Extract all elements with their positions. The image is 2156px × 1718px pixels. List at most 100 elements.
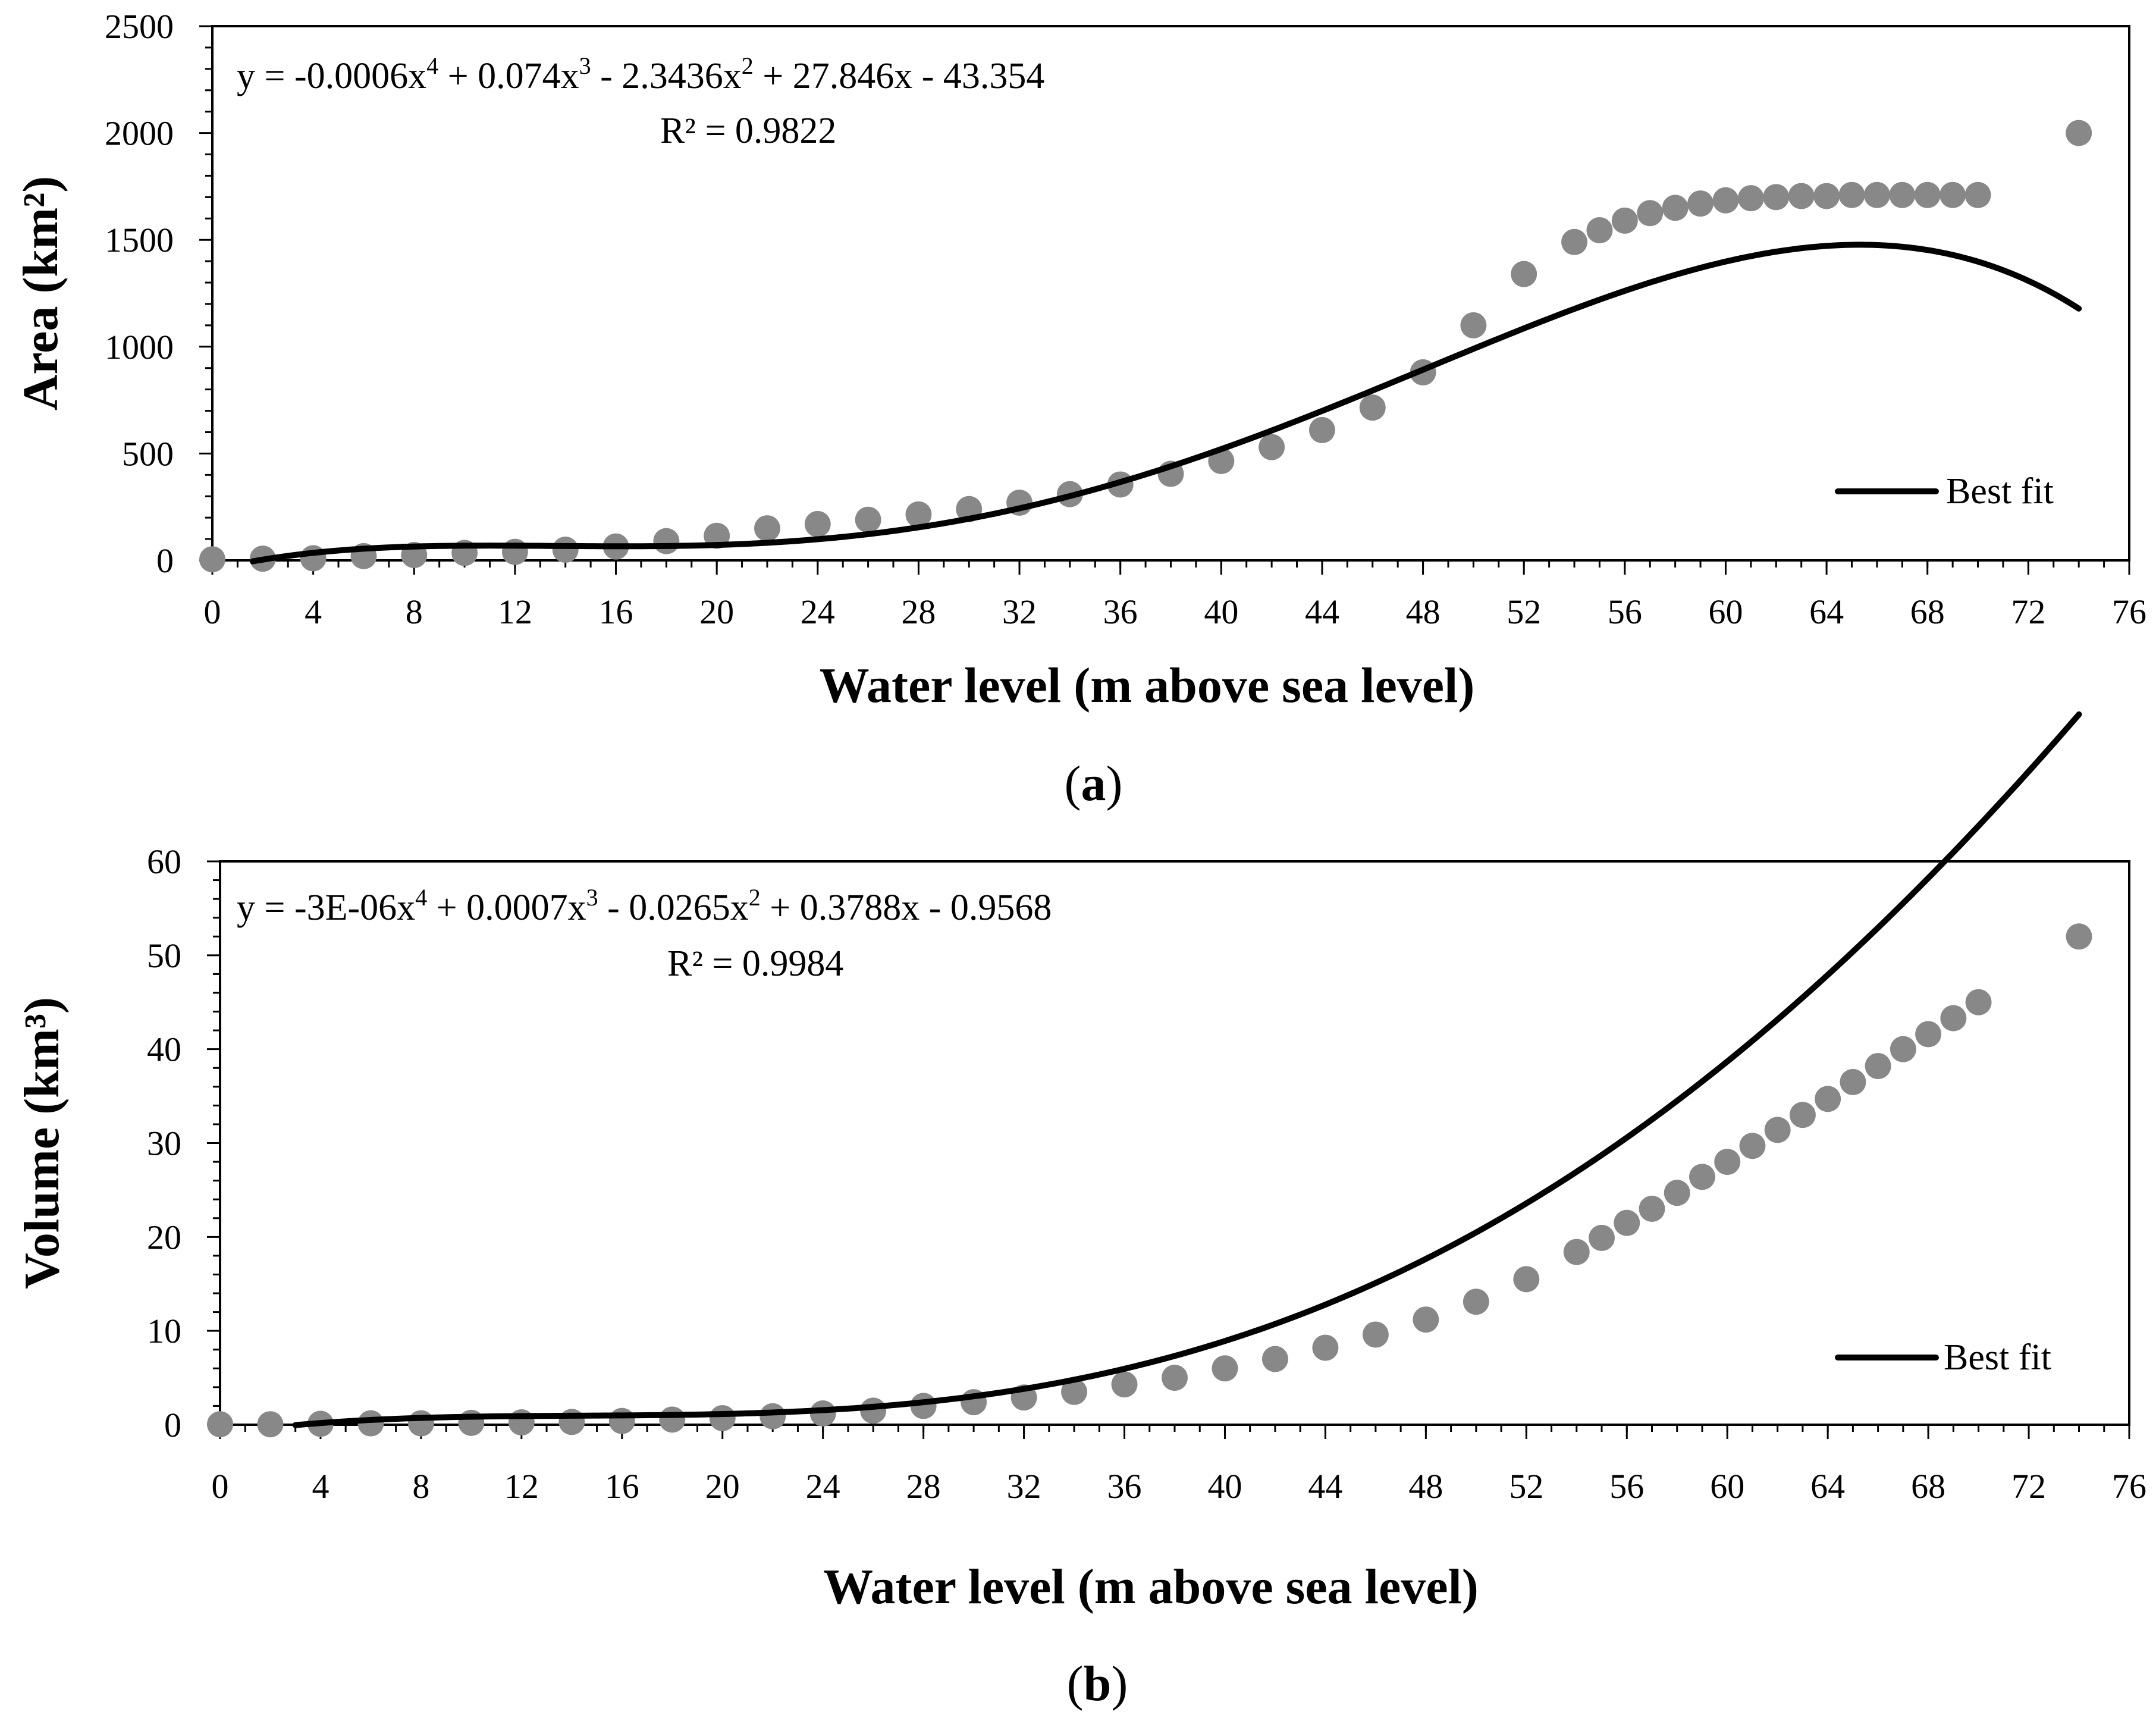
x-tick-label: 52 xyxy=(1509,1467,1543,1506)
equation-exponent: 3 xyxy=(586,884,598,911)
x-tick-label: 44 xyxy=(1305,592,1339,631)
x-tick-label: 32 xyxy=(1007,1467,1041,1506)
data-point xyxy=(1865,1053,1891,1080)
data-point xyxy=(754,515,780,542)
data-point xyxy=(1111,1371,1138,1398)
x-tick-label: 40 xyxy=(1204,592,1238,631)
x-tick-label: 40 xyxy=(1207,1467,1242,1506)
data-point xyxy=(1964,181,1991,208)
data-point xyxy=(1863,181,1890,208)
x-tick-label: 72 xyxy=(2011,592,2045,631)
data-point xyxy=(608,1407,635,1434)
data-point xyxy=(1840,1068,1866,1095)
data-point xyxy=(1662,195,1689,221)
x-tick-label: 32 xyxy=(1002,592,1037,631)
x-tick-label: 24 xyxy=(806,1467,840,1506)
panel-label-close: ) xyxy=(1106,756,1123,811)
data-point xyxy=(1813,183,1840,209)
x-tick-label: 20 xyxy=(705,1467,740,1506)
y-tick-label: 1000 xyxy=(105,328,174,366)
data-point xyxy=(2066,120,2092,146)
data-point xyxy=(199,546,225,573)
x-tick-label: 8 xyxy=(412,1467,429,1506)
x-tick-label: 56 xyxy=(1608,592,1642,631)
data-point xyxy=(905,501,932,528)
data-point xyxy=(1788,183,1815,209)
plot-frame xyxy=(219,860,2130,1426)
data-point xyxy=(1061,1378,1088,1405)
data-point xyxy=(1687,190,1714,217)
y-tick-label: 30 xyxy=(147,1124,181,1163)
equation-exponent: 3 xyxy=(579,52,591,79)
trendline-equation: y = -0.0006x4 + 0.074x3 - 2.3436x2 + 27.… xyxy=(237,52,1044,96)
x-tick-label: 8 xyxy=(406,592,423,631)
data-point xyxy=(1889,181,1916,208)
panel-label: (a) xyxy=(1065,756,1123,811)
data-point xyxy=(1940,1005,1967,1032)
data-point xyxy=(1586,217,1613,244)
data-point xyxy=(1639,1195,1665,1222)
equation-term: - 0.0265x xyxy=(598,888,749,928)
data-point xyxy=(1915,1021,1942,1048)
data-point xyxy=(1714,1149,1741,1175)
x-tick-label: 28 xyxy=(901,592,936,631)
panel-label-letter: a xyxy=(1081,756,1106,811)
best-fit-line xyxy=(292,711,2082,1428)
x-tick-label: 36 xyxy=(1103,592,1138,631)
equation-term: + 0.0007x xyxy=(427,888,586,928)
x-tick-label: 48 xyxy=(1406,592,1441,631)
data-point xyxy=(1614,1209,1640,1236)
equation-term: + 0.074x xyxy=(438,56,579,96)
legend-label: Best fit xyxy=(1944,1337,2051,1378)
data-point xyxy=(1737,185,1764,212)
trendline-equation: y = -3E-06x4 + 0.0007x3 - 0.0265x2 + 0.3… xyxy=(237,884,1052,928)
y-tick-label: 20 xyxy=(147,1218,181,1256)
data-point xyxy=(257,1411,284,1438)
x-tick-label: 56 xyxy=(1609,1467,1644,1506)
y-tick-label: 2000 xyxy=(105,114,174,153)
data-point xyxy=(1359,394,1386,421)
data-point xyxy=(1460,312,1487,338)
x-tick-label: 76 xyxy=(2112,592,2146,631)
equation-term: y = -0.0006x xyxy=(237,56,426,96)
x-tick-label: 0 xyxy=(212,1467,229,1506)
data-point xyxy=(1261,1346,1288,1372)
x-tick-label: 12 xyxy=(504,1467,539,1506)
data-point xyxy=(1308,416,1335,443)
x-tick-label: 68 xyxy=(1911,1467,1945,1506)
data-point xyxy=(1712,187,1739,214)
data-point xyxy=(1162,1365,1188,1391)
data-point xyxy=(1914,181,1941,208)
data-point xyxy=(1815,1086,1841,1112)
x-axis-title: Water level (m above sea level) xyxy=(823,1559,1479,1614)
x-tick-label: 64 xyxy=(1810,1467,1845,1506)
data-point xyxy=(1463,1288,1489,1315)
data-point xyxy=(855,506,881,533)
y-tick-label: 50 xyxy=(147,936,181,975)
data-point xyxy=(1637,200,1664,227)
x-tick-label: 44 xyxy=(1308,1467,1342,1506)
data-point xyxy=(407,1410,434,1437)
data-point xyxy=(2066,923,2092,950)
data-point xyxy=(552,537,579,563)
x-tick-label: 28 xyxy=(906,1467,941,1506)
r-squared: R² = 0.9822 xyxy=(660,111,836,151)
data-point xyxy=(1764,1117,1791,1143)
equation-term: - 2.3436x xyxy=(591,56,742,96)
data-point xyxy=(1312,1334,1339,1361)
equation-term: + 27.846x - 43.354 xyxy=(754,56,1045,96)
panel-label-letter: b xyxy=(1084,1656,1112,1711)
x-tick-label: 20 xyxy=(699,592,734,631)
data-point xyxy=(860,1397,887,1424)
data-point xyxy=(1739,1133,1766,1159)
y-axis-title: Area (km²) xyxy=(13,176,68,411)
x-tick-label: 52 xyxy=(1507,592,1541,631)
equation-term: y = -3E-06x xyxy=(237,888,415,928)
y-tick-label: 1500 xyxy=(105,221,174,259)
equation-exponent: 4 xyxy=(426,52,438,79)
legend-label: Best fit xyxy=(1946,471,2054,512)
data-point xyxy=(1413,1306,1439,1333)
data-point xyxy=(1689,1164,1715,1190)
